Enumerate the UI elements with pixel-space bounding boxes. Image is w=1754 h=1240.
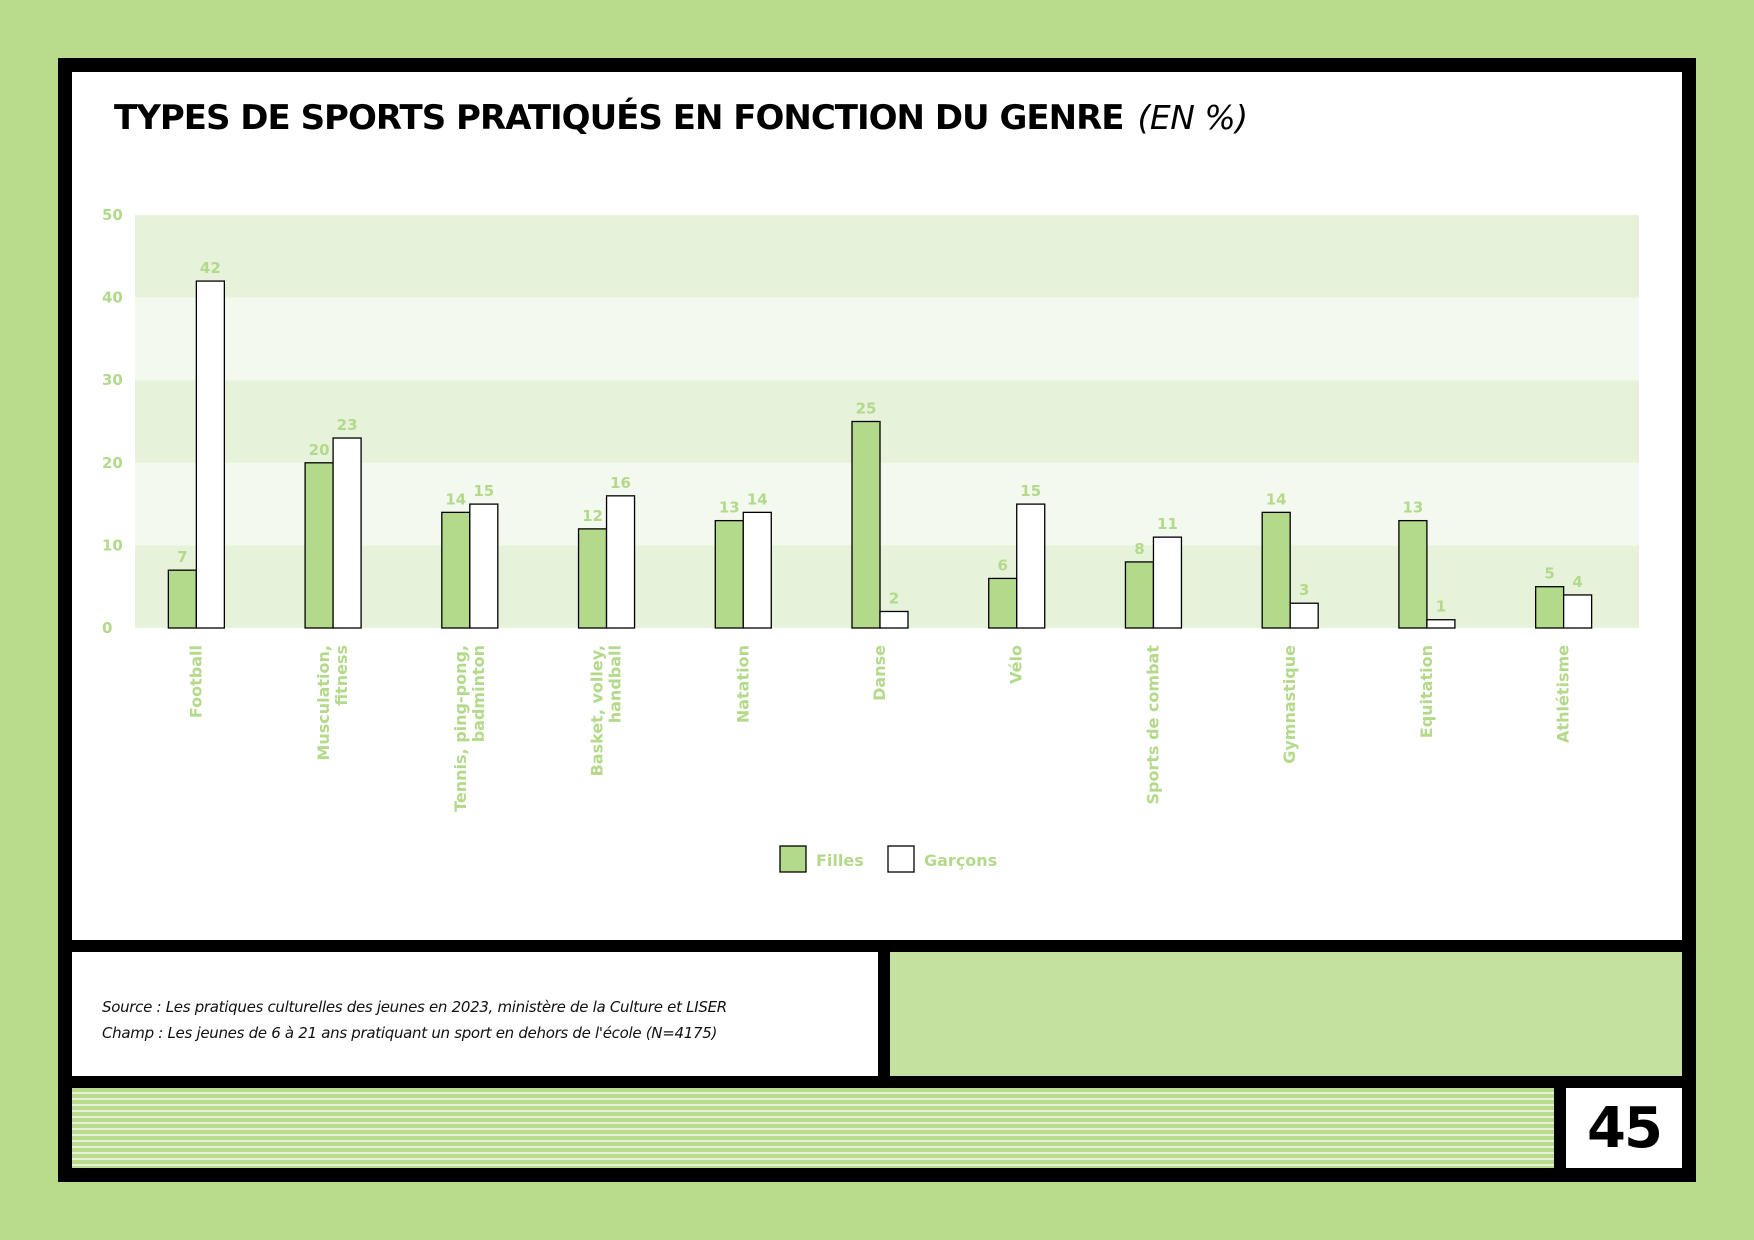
legend-swatch (779, 845, 807, 873)
y-tick-label: 10 (102, 536, 123, 554)
bar-filles (441, 511, 471, 629)
category-label-line: Musculation, (314, 645, 333, 761)
bar-filles (167, 569, 198, 629)
source-panel: Source : Les pratiques culturelles des j… (72, 952, 878, 1076)
bar-filles (714, 519, 744, 629)
data-label: 8 (1134, 540, 1144, 558)
y-tick-label: 30 (102, 371, 123, 389)
category-label: Football (186, 645, 205, 718)
category-label: Vélo (1007, 645, 1026, 684)
data-label: 5 (1544, 565, 1554, 583)
bar-garcons (1016, 503, 1046, 629)
bar-garcons (1562, 594, 1593, 629)
bar-garcons (1426, 619, 1456, 629)
chart-panel: TYPES DE SPORTS PRATIQUÉS EN FONCTION DU… (72, 72, 1682, 940)
legend-label: Garçons (924, 851, 997, 870)
decorative-stripes (72, 1088, 1554, 1168)
bar-filles (1534, 586, 1565, 629)
legend-swatch (887, 845, 915, 873)
data-label: 13 (1402, 499, 1423, 517)
data-label: 4 (1572, 573, 1582, 591)
bar-filles (988, 577, 1018, 629)
title-text: TYPES DE SPORTS PRATIQUÉS EN FONCTION DU… (114, 98, 1124, 138)
page-frame: TYPES DE SPORTS PRATIQUÉS EN FONCTION DU… (58, 58, 1696, 1182)
title-unit: (EN %) (1137, 98, 1248, 137)
category-label: Musculation,fitness (314, 645, 351, 761)
category-label: Tennis, ping-pong,badminton (451, 645, 488, 812)
bar-filles (1398, 519, 1428, 629)
bar-garcons (332, 437, 362, 629)
category-label-line: Football (186, 645, 205, 718)
bar-filles (304, 462, 334, 629)
source-note: Source : Les pratiques culturelles des j… (102, 994, 727, 1046)
category-label: Natation (733, 645, 752, 723)
grid-band (135, 297, 1639, 381)
category-label-line: Athlétisme (1554, 645, 1573, 743)
data-label: 25 (856, 400, 877, 418)
bar-garcons (605, 495, 636, 629)
category-label-line: fitness (332, 645, 351, 706)
category-label-line: Gymnastique (1280, 645, 1299, 764)
category-label-line: Sports de combat (1143, 645, 1162, 805)
data-label: 20 (309, 441, 330, 459)
data-label: 16 (610, 474, 631, 492)
data-label: 42 (200, 259, 221, 277)
bar-chart: 01020304050742Football2023Musculation,fi… (102, 206, 1639, 873)
grid-band (135, 380, 1639, 463)
y-tick-label: 50 (102, 206, 123, 224)
category-label-line: Natation (733, 645, 752, 723)
scope-line: Champ : Les jeunes de 6 à 21 ans pratiqu… (102, 1024, 718, 1042)
grid-band (135, 215, 1639, 298)
y-tick-label: 0 (102, 619, 112, 637)
bar-filles (851, 420, 881, 629)
decorative-green-block (890, 952, 1682, 1076)
data-label: 14 (747, 490, 768, 508)
data-label: 15 (1020, 482, 1041, 500)
category-label: Athlétisme (1554, 645, 1573, 743)
category-label: Danse (870, 645, 889, 701)
legend-label: Filles (816, 851, 864, 870)
category-label: Equitation (1417, 645, 1436, 738)
category-label-line: handball (606, 645, 625, 723)
data-label: 23 (337, 416, 358, 434)
category-label-line: Vélo (1007, 645, 1026, 684)
page-number-box: 45 (1566, 1088, 1682, 1168)
category-label: Sports de combat (1143, 645, 1162, 805)
data-label: 13 (719, 499, 740, 517)
bar-filles (577, 528, 608, 629)
data-label: 2 (889, 589, 899, 607)
bar-garcons (742, 511, 772, 629)
category-label-line: Danse (870, 645, 889, 701)
category-label-line: Equitation (1417, 645, 1436, 738)
data-label: 6 (998, 556, 1008, 574)
category-label-line: Tennis, ping-pong, (451, 645, 470, 812)
bar-garcons (879, 610, 909, 629)
y-tick-label: 40 (102, 289, 123, 307)
chart-title: TYPES DE SPORTS PRATIQUÉS EN FONCTION DU… (114, 98, 1248, 138)
y-tick-label: 20 (102, 454, 123, 472)
data-label: 3 (1299, 581, 1309, 599)
bar-garcons (1289, 602, 1319, 629)
bar-garcons (1152, 536, 1183, 629)
bar-filles (1261, 511, 1291, 629)
data-label: 11 (1157, 515, 1178, 533)
bar-filles (1124, 561, 1155, 629)
source-line: Source : Les pratiques culturelles des j… (102, 998, 727, 1016)
category-label: Basket, volley,handball (588, 645, 625, 776)
data-label: 7 (177, 548, 187, 566)
page-number: 45 (1587, 1095, 1663, 1161)
data-label: 15 (473, 482, 494, 500)
category-label-line: Basket, volley, (588, 645, 607, 776)
bar-garcons (469, 503, 499, 629)
bar-garcons (195, 280, 226, 629)
data-label: 1 (1436, 598, 1446, 616)
category-label: Gymnastique (1280, 645, 1299, 764)
grid-band (135, 462, 1639, 546)
category-label-line: badminton (469, 645, 488, 742)
data-label: 12 (582, 507, 603, 525)
data-label: 14 (1266, 490, 1287, 508)
data-label: 14 (445, 490, 466, 508)
